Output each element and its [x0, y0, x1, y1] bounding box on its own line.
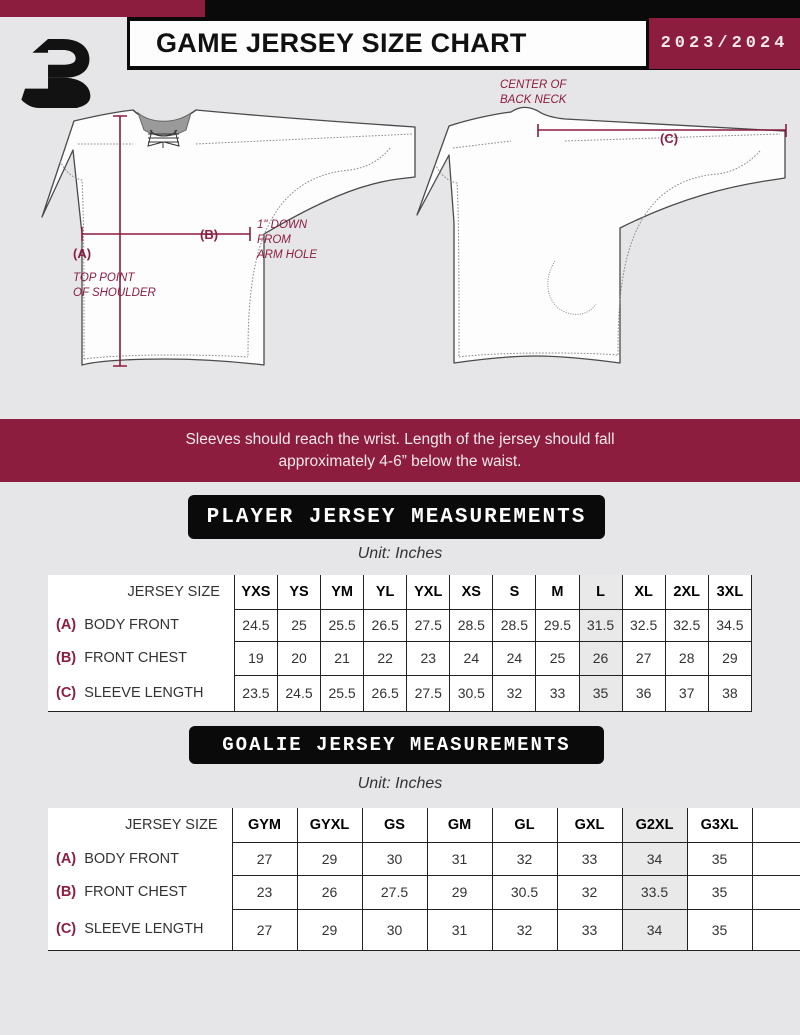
svg-text:FROM: FROM — [257, 234, 291, 246]
svg-text:BACK NECK: BACK NECK — [500, 94, 568, 106]
svg-text:TOP POINT: TOP POINT — [73, 272, 135, 284]
svg-text:ARM HOLE: ARM HOLE — [256, 249, 317, 261]
svg-text:1" DOWN: 1" DOWN — [257, 219, 308, 231]
svg-text:CENTER OF: CENTER OF — [500, 79, 567, 91]
svg-text:(C): (C) — [660, 131, 678, 146]
svg-text:OF SHOULDER: OF SHOULDER — [73, 287, 156, 299]
svg-text:(B): (B) — [200, 227, 218, 242]
svg-text:(A): (A) — [73, 246, 91, 261]
